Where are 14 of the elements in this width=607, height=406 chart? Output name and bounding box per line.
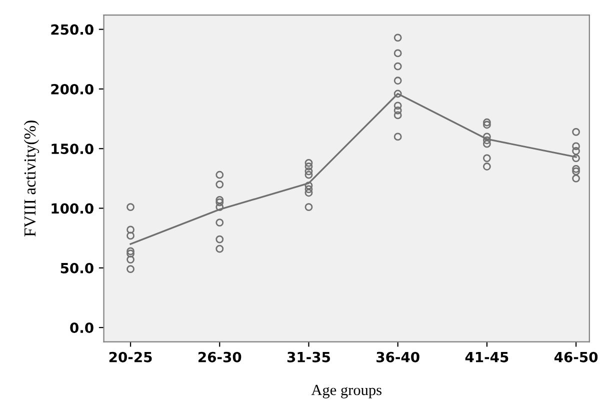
- x-tick-label: 31-35: [287, 352, 330, 362]
- x-tick-label: 36-40: [376, 352, 420, 362]
- y-axis-title: FVIII activity(%): [24, 120, 40, 236]
- x-tick-label: 26-30: [198, 352, 242, 362]
- y-tick-label: 0.0: [70, 322, 94, 334]
- x-tick-label: 46-50: [554, 352, 598, 362]
- y-tick-label: 50.0: [60, 262, 94, 274]
- x-axis-title: Age groups: [311, 384, 382, 398]
- y-tick-label: 150.0: [52, 144, 94, 154]
- x-tick-label: 41-45: [465, 352, 508, 362]
- y-tick-label: 250.0: [51, 24, 94, 35]
- x-tick-label: 20-25: [109, 352, 152, 362]
- y-tick-label: 200.0: [51, 84, 94, 94]
- y-tick-label: 100.0: [52, 203, 94, 214]
